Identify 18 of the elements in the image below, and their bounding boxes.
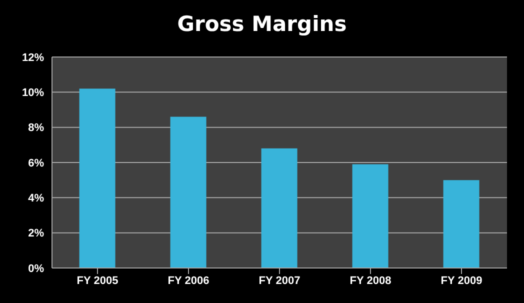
y-tick-label: 10% bbox=[22, 87, 44, 100]
y-tick-label: 2% bbox=[28, 228, 44, 240]
bar bbox=[443, 180, 480, 268]
x-tick-label: FY 2005 bbox=[76, 274, 118, 287]
y-tick-label: 12% bbox=[22, 52, 44, 64]
y-tick-label: 0% bbox=[28, 262, 44, 275]
chart-title: Gross Margins bbox=[176, 11, 348, 38]
y-tick-label: 6% bbox=[28, 157, 44, 170]
y-tick-label: 8% bbox=[28, 122, 44, 134]
y-tick-label: 4% bbox=[28, 192, 44, 205]
x-tick-label: FY 2008 bbox=[350, 274, 392, 287]
bar bbox=[79, 88, 116, 268]
x-tick-label: FY 2007 bbox=[258, 274, 300, 287]
bar bbox=[352, 164, 388, 268]
x-tick-label: FY 2009 bbox=[440, 274, 482, 287]
bar bbox=[170, 116, 206, 268]
bar bbox=[261, 148, 298, 268]
x-tick-label: FY 2006 bbox=[168, 274, 210, 287]
